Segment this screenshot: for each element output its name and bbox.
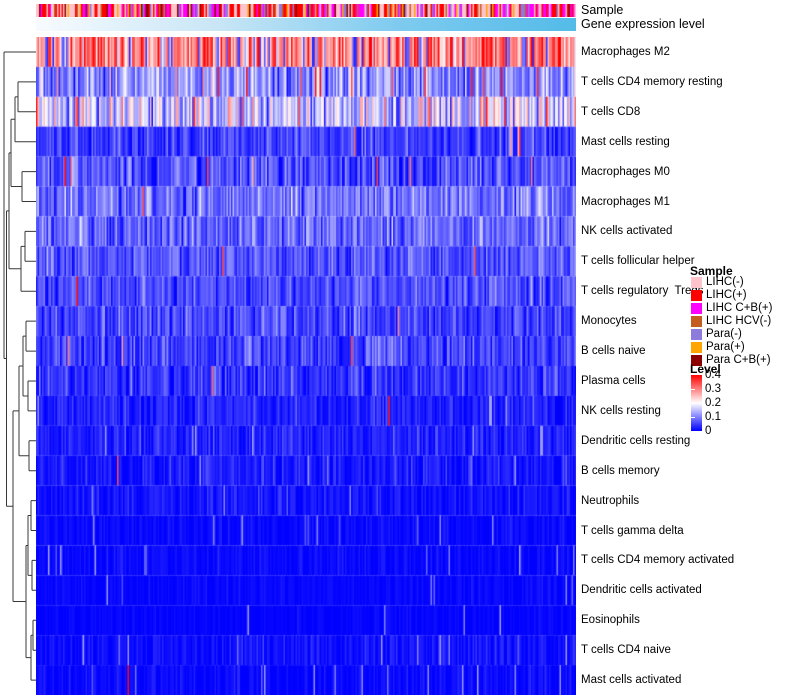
level-tick-mark [691,417,695,418]
legend-entry-label: Para(+) [706,341,745,353]
legend-color-swatch [691,303,702,314]
legend-color-swatch [691,316,702,327]
row-label: T cells CD8 [581,105,641,118]
legend-color-swatch [691,277,702,288]
legend-color-swatch [691,342,702,353]
row-label: Eosinophils [581,614,640,627]
level-tick-label: 0 [705,425,712,437]
row-label: NK cells activated [581,225,673,238]
row-label: T cells CD4 memory resting [581,75,723,88]
level-tick-label: 0.1 [705,411,721,423]
row-label: T cells gamma delta [581,524,684,537]
row-label: Mast cells activated [581,674,682,687]
row-label: Macrophages M0 [581,165,670,178]
row-label: Dendritic cells resting [581,434,691,447]
level-tick-label: 0.4 [705,369,721,381]
row-label: NK cells resting [581,404,661,417]
gene-expression-annotation-label: Gene expression level [581,17,705,31]
level-tick-mark [691,389,695,390]
row-dendrogram [3,51,36,681]
row-label: Neutrophils [581,494,640,507]
row-label: T cells regulatory Tregs [581,285,704,298]
legend-entry-label: Para(-) [706,328,742,340]
row-label: Dendritic cells activated [581,584,702,597]
row-label: Macrophages M2 [581,45,670,58]
level-tick-label: 0.3 [705,383,721,395]
row-label: Mast cells resting [581,135,670,148]
row-label: Plasma cells [581,374,646,387]
level-tick-label: 0.2 [705,397,721,409]
row-label: B cells memory [581,464,660,477]
row-label: B cells naive [581,345,646,358]
gene-expression-annotation-bar [36,18,576,31]
level-gradient-bar [691,375,702,431]
legend-entry-label: LIHC(+) [706,289,747,301]
row-label: Macrophages M1 [581,195,670,208]
legend-entry-label: LIHC(-) [706,276,744,288]
row-label: Monocytes [581,315,637,328]
sample-annotation-bar [36,4,576,17]
legend-color-swatch [691,290,702,301]
legend-entry-label: LIHC C+B(+) [706,302,773,314]
legend-entry-label: Para C+B(+) [706,354,771,366]
heatmap-canvas [36,37,576,695]
row-label: T cells follicular helper [581,255,695,268]
sample-annotation-label: Sample [581,3,624,17]
legend-level-title: Level [690,362,721,376]
legend-entry-label: LIHC HCV(-) [706,315,772,327]
legend-color-swatch [691,355,702,366]
row-label: T cells CD4 naive [581,644,671,657]
legend-panel: Sample LIHC(-) LIHC(+) LIHC C+B(+) LIHC … [690,0,800,700]
legend-sample-title: Sample [690,264,733,278]
row-label: T cells CD4 memory activated [581,554,735,567]
legend-color-swatch [691,329,702,340]
level-tick-mark [691,403,695,404]
